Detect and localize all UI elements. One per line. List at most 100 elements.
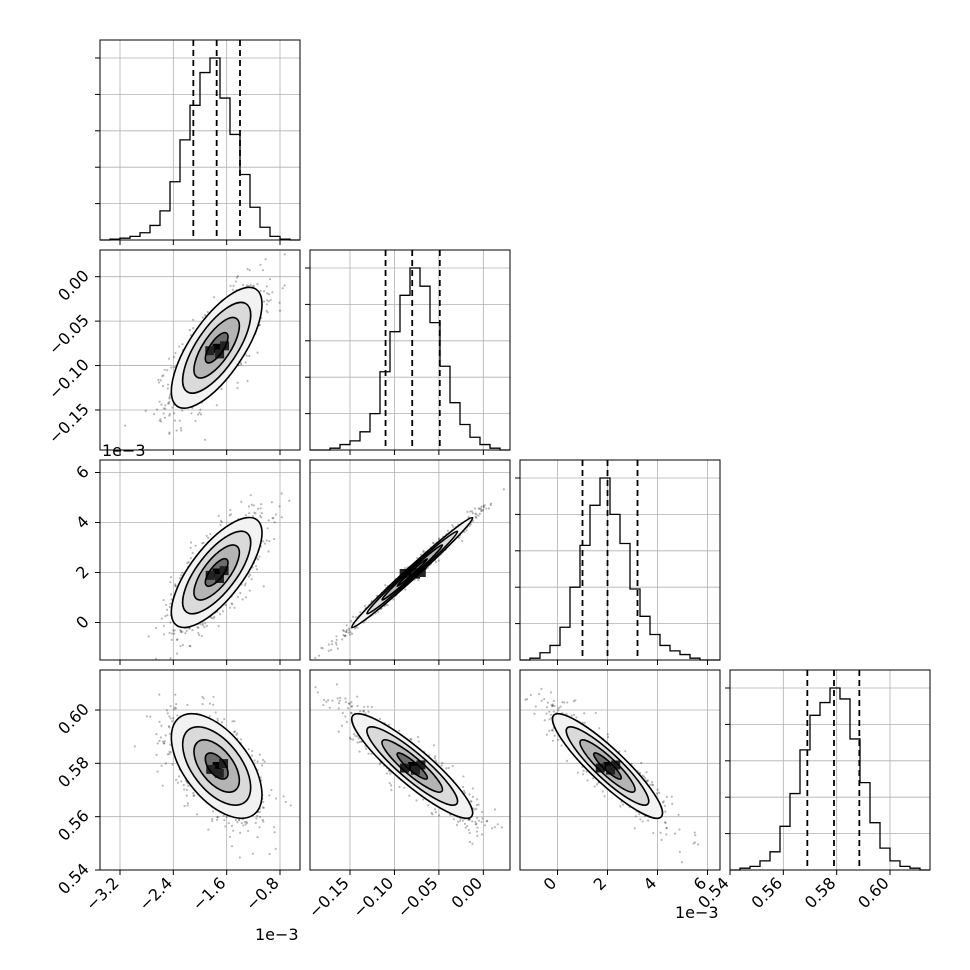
sample-point — [148, 665, 150, 667]
sample-point — [188, 329, 191, 332]
sample-point — [595, 783, 599, 786]
sample-point — [482, 506, 486, 509]
sample-point — [370, 752, 373, 755]
sample-point — [147, 635, 150, 638]
y-tick-label-param-3: 0.54 — [54, 859, 93, 898]
sample-point — [550, 703, 553, 707]
x-tick-label-param-0: −2.4 — [135, 873, 176, 914]
sample-point — [168, 750, 171, 753]
sample-point — [693, 841, 697, 844]
sample-point — [248, 589, 251, 592]
sample-point — [174, 583, 177, 586]
sample-point — [551, 739, 555, 742]
sample-point — [356, 735, 359, 738]
sample-point — [169, 581, 172, 584]
sample-point — [205, 624, 208, 627]
sample-point — [164, 762, 167, 765]
sample-point — [202, 697, 205, 700]
sample-point — [211, 817, 214, 821]
histogram-param-2 — [520, 477, 720, 661]
sample-point — [422, 551, 425, 554]
sample-point — [390, 788, 393, 792]
sample-point — [662, 800, 665, 803]
sample-point — [336, 697, 339, 700]
sample-point — [162, 407, 166, 410]
sample-point — [230, 602, 233, 605]
sample-point — [284, 800, 287, 804]
sample-point — [603, 795, 606, 798]
sample-point — [265, 299, 269, 302]
sample-point — [173, 629, 176, 632]
sample-point — [187, 560, 190, 564]
sample-point — [199, 623, 202, 626]
sample-point — [263, 760, 266, 763]
sample-point — [201, 624, 205, 627]
sample-point — [475, 803, 478, 807]
sample-point — [466, 824, 469, 828]
sample-point — [154, 657, 157, 660]
sample-point — [363, 604, 367, 607]
y-tick-label-param-1: −0.15 — [45, 399, 93, 447]
sample-point — [250, 578, 253, 581]
sample-point — [335, 635, 338, 638]
sample-point — [410, 738, 413, 741]
sample-point — [694, 834, 697, 837]
sample-point — [262, 800, 265, 804]
sample-point — [342, 630, 346, 633]
sample-point — [352, 615, 355, 618]
sample-point — [242, 824, 245, 827]
sample-point — [233, 730, 236, 733]
sample-point — [213, 615, 216, 618]
sample-point — [403, 567, 407, 570]
sample-point — [362, 709, 365, 713]
sample-point — [481, 817, 484, 820]
sample-point — [461, 539, 464, 542]
sample-point — [529, 693, 532, 697]
sample-point — [272, 825, 276, 829]
sample-point — [183, 788, 186, 791]
y-tick-label-param-3: 0.58 — [54, 753, 93, 792]
sample-point — [178, 577, 181, 580]
sample-point — [462, 789, 466, 793]
sample-point — [466, 510, 469, 513]
sample-point — [163, 740, 166, 743]
sample-point — [188, 644, 191, 648]
sample-point — [271, 291, 274, 294]
sample-point — [283, 253, 286, 256]
sample-point — [168, 752, 171, 756]
sample-point — [175, 429, 178, 432]
sample-point — [159, 736, 163, 739]
sample-point — [345, 630, 348, 634]
sample-point — [176, 714, 179, 717]
sample-point — [358, 740, 361, 744]
sample-point — [239, 738, 243, 741]
sample-point — [201, 316, 204, 319]
sample-point — [229, 606, 232, 609]
sample-point — [433, 756, 436, 760]
sample-point — [244, 582, 247, 585]
sample-point — [155, 626, 158, 630]
sample-point — [158, 739, 161, 742]
sample-point — [262, 585, 265, 588]
sample-point — [350, 705, 353, 708]
panel-frame-3-2 — [519, 669, 721, 871]
sample-point — [659, 831, 662, 834]
sample-point — [431, 813, 434, 816]
sample-point — [548, 718, 551, 721]
sample-point — [458, 819, 462, 823]
sample-point — [317, 654, 321, 657]
sample-point — [470, 800, 473, 803]
sample-point — [434, 810, 437, 814]
sample-point — [231, 720, 234, 723]
sample-point — [455, 823, 459, 826]
sample-point — [265, 539, 268, 542]
sample-point — [392, 598, 395, 601]
contour-line-4 — [170, 516, 263, 629]
sample-point — [168, 413, 171, 416]
sample-point — [586, 779, 589, 782]
contour-line-2 — [193, 544, 241, 601]
sample-point — [270, 501, 273, 504]
sample-point — [349, 738, 352, 741]
panel-1-0 — [124, 253, 286, 441]
sample-point — [165, 709, 169, 712]
